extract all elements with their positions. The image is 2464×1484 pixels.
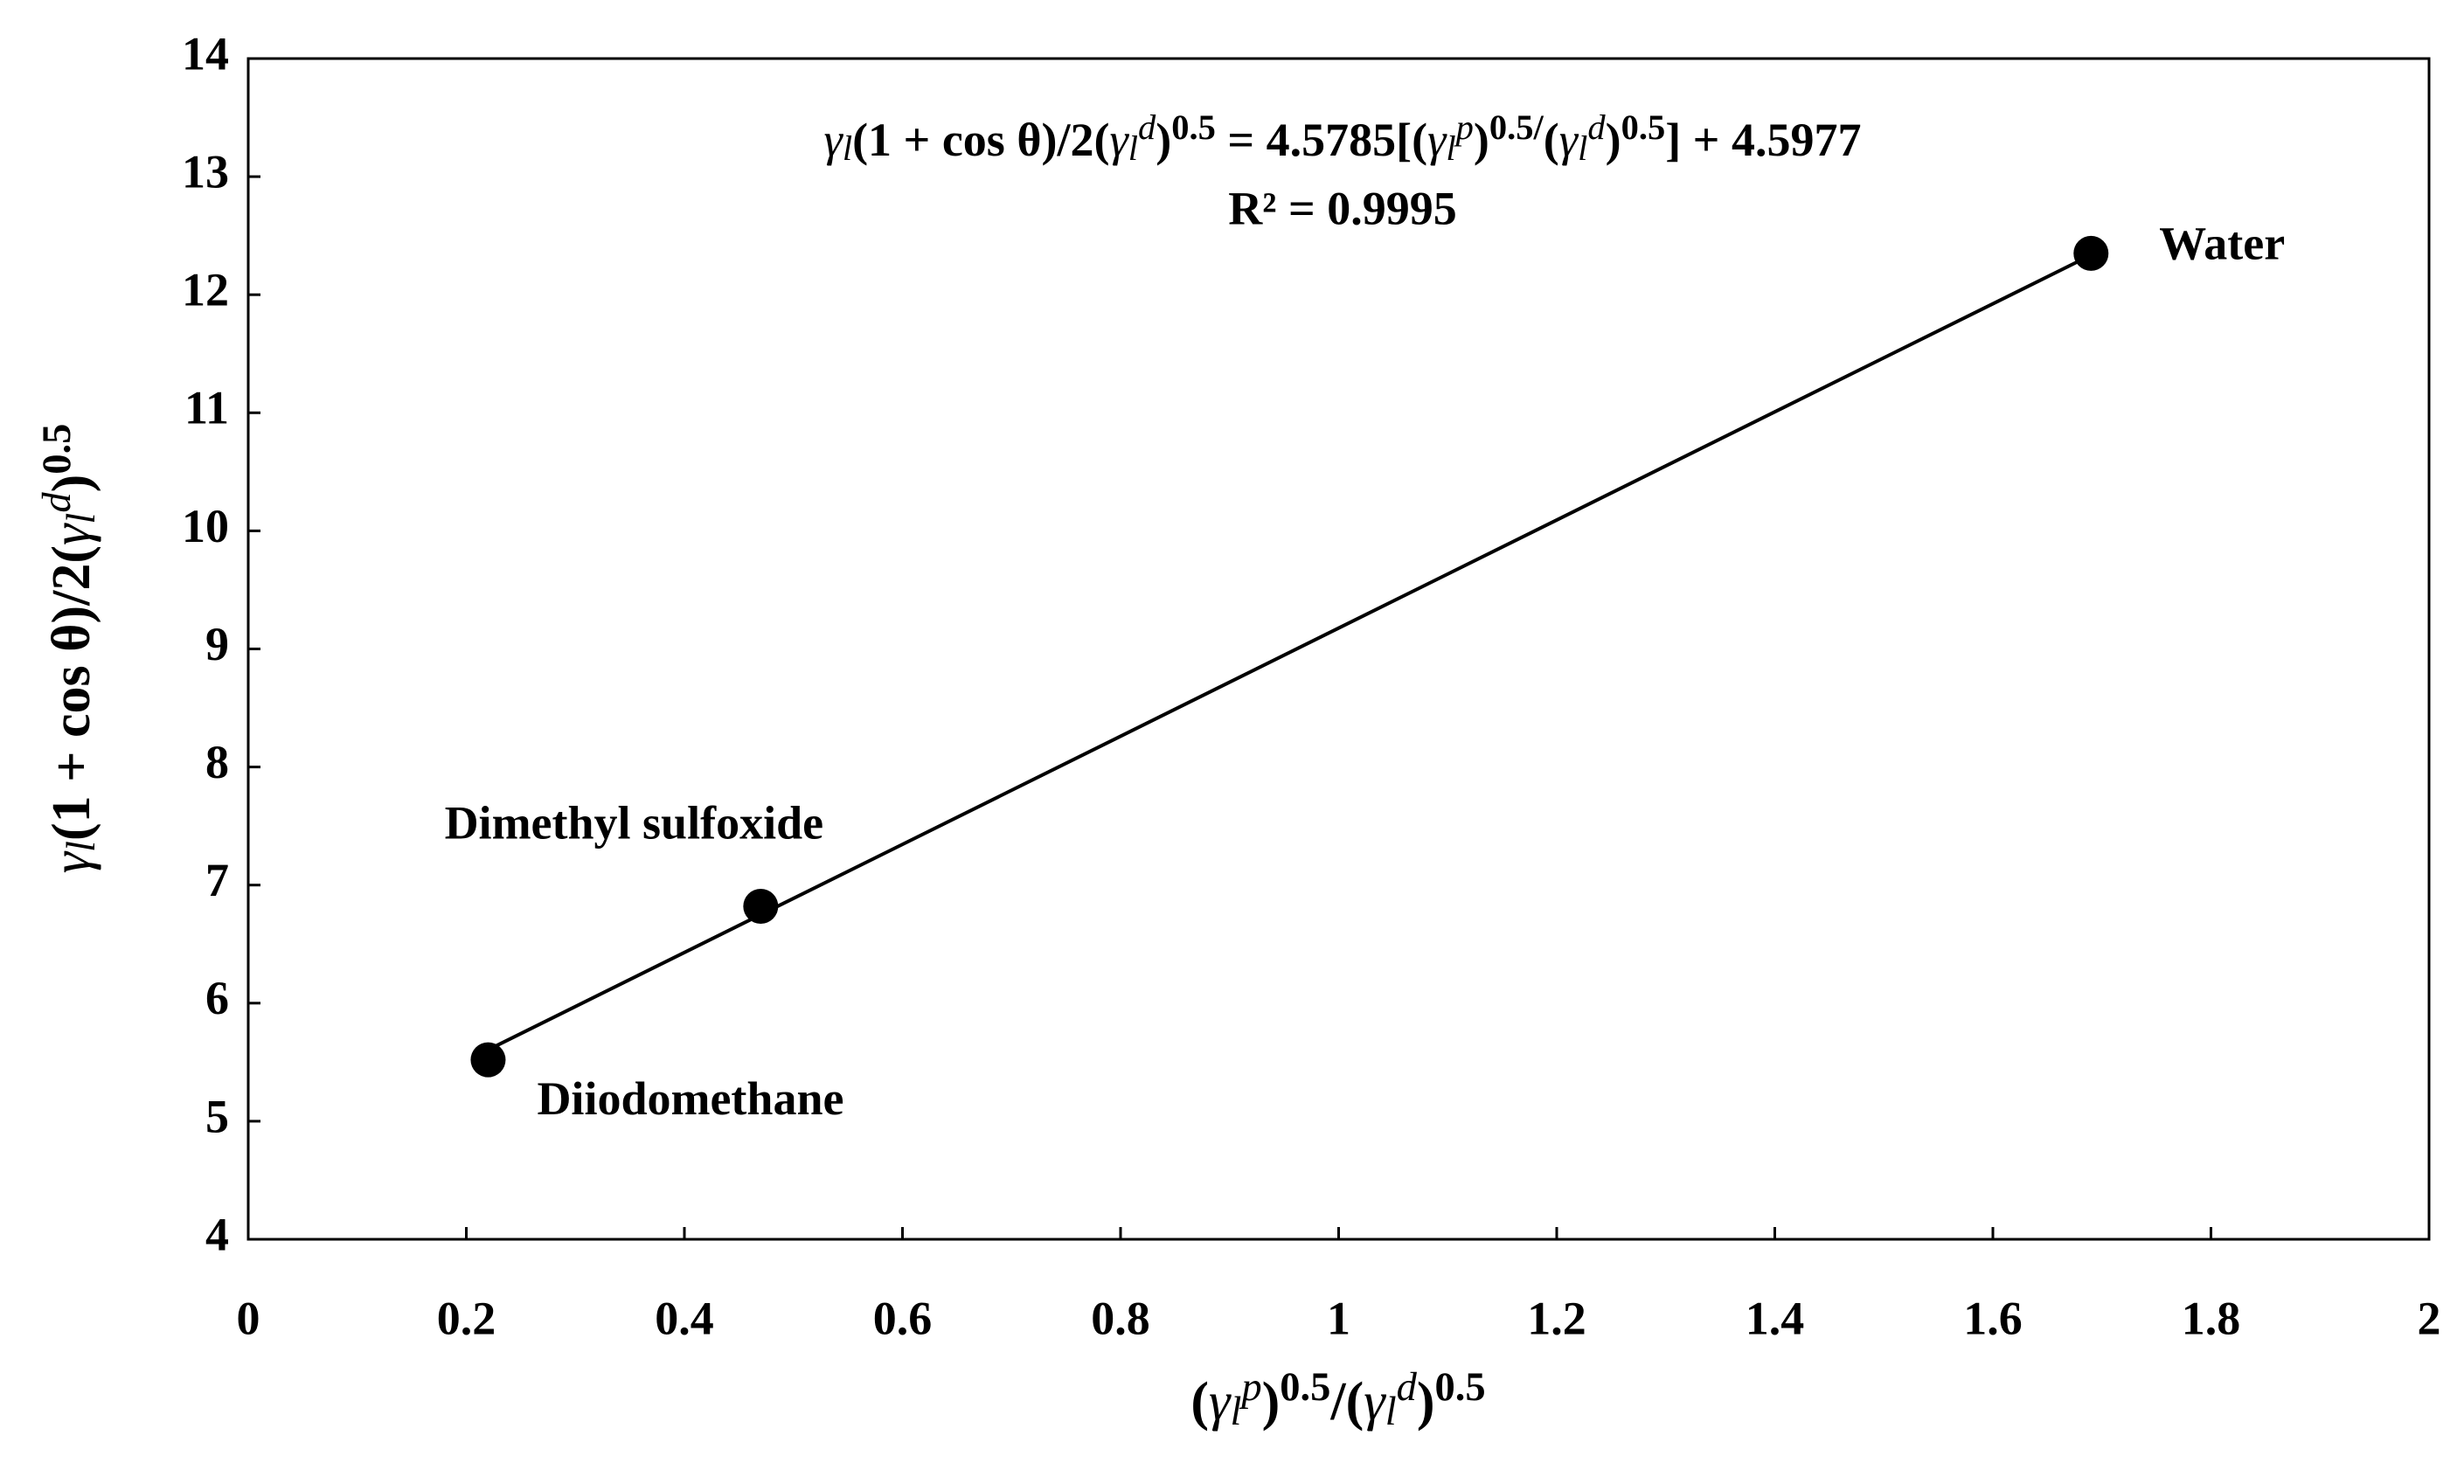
text-part: γ: [42, 850, 101, 873]
text-part: 0.5: [1435, 1365, 1486, 1410]
text-part: l: [1446, 128, 1455, 168]
text-part: ): [1417, 1372, 1435, 1432]
point-label: Dimethyl sulfoxide: [445, 796, 824, 849]
y-tick-label: 11: [184, 382, 229, 434]
text-part: d: [1587, 107, 1606, 147]
y-tick-label: 14: [182, 27, 229, 80]
y-tick-label: 8: [205, 736, 229, 788]
x-tick-label: 2: [2418, 1292, 2441, 1344]
text-part: ): [1262, 1372, 1281, 1432]
x-tick-label: 0.6: [873, 1292, 933, 1344]
text-part: p: [1239, 1365, 1261, 1410]
y-tick-label: 4: [205, 1208, 229, 1260]
point-label: Diiodomethane: [537, 1072, 843, 1125]
text-part: (: [1544, 114, 1559, 166]
text-part: 0.5/: [1489, 107, 1544, 147]
text-part: γ: [1427, 114, 1447, 166]
x-tick-label: 1.6: [1963, 1292, 2023, 1344]
text-part: (: [1190, 1372, 1209, 1432]
y-tick-label: 5: [205, 1090, 229, 1142]
text-part: l: [1578, 128, 1587, 168]
x-tick-label: 0.2: [437, 1292, 496, 1344]
text-part: 0.5: [1621, 107, 1666, 147]
text-part: l: [59, 513, 104, 524]
trendline-equation: γl(1 + cos θ)/2(γld)0.5 = 4.5785[(γlp)0.…: [824, 107, 1862, 169]
text-part: /(: [1329, 1372, 1364, 1432]
x-tick-label: 1.2: [1527, 1292, 1586, 1344]
text-part: (1 + cos θ)/2(: [42, 545, 101, 841]
x-tick-label: 0.8: [1091, 1292, 1150, 1344]
x-axis-label: (γlp)0.5/(γld)0.5: [1190, 1365, 1485, 1434]
point-label: Water: [2159, 217, 2285, 269]
x-tick-label: 0: [237, 1292, 260, 1344]
text-part: (1 + cos θ)/2(: [852, 114, 1109, 166]
y-tick-label: 10: [182, 500, 229, 552]
text-part: γ: [1209, 1372, 1232, 1432]
plot-frame: [246, 57, 2431, 1241]
trendline: [487, 253, 2093, 1051]
y-tick-label: 6: [205, 972, 229, 1024]
r-squared: R² = 0.9995: [1228, 182, 1456, 234]
data-point: [743, 889, 779, 925]
x-tick-label: 1.4: [1746, 1292, 1805, 1344]
text-part: l: [1230, 1390, 1241, 1434]
text-part: l: [59, 841, 104, 852]
text-part: = 4.5785[(: [1216, 114, 1427, 166]
text-part: d: [1397, 1365, 1418, 1410]
text-part: ): [42, 475, 101, 493]
text-part: γ: [824, 114, 844, 166]
text-part: 0.5: [35, 424, 80, 475]
text-part: l: [1385, 1390, 1397, 1434]
text-part: 0.5: [1171, 107, 1216, 147]
text-part: d: [1138, 107, 1156, 147]
text-part: 0.5: [1280, 1365, 1330, 1410]
text-part: ): [1606, 114, 1621, 166]
y-tick-label: 12: [182, 264, 229, 316]
data-point: [470, 1042, 506, 1078]
text-part: ): [1474, 114, 1489, 166]
text-part: p: [1454, 107, 1474, 147]
y-tick-label: 7: [205, 854, 229, 906]
y-tick-label: 13: [182, 145, 229, 198]
text-part: l: [843, 128, 852, 168]
text-part: ): [1156, 114, 1171, 166]
text-part: ] + 4.5977: [1665, 114, 1861, 166]
x-tick-label: 0.4: [655, 1292, 714, 1344]
text-part: γ: [1109, 114, 1129, 166]
text-part: d: [35, 492, 80, 513]
text-part: γ: [42, 523, 101, 545]
data-point: [2073, 235, 2109, 271]
x-tick-label: 1.8: [2182, 1292, 2241, 1344]
text-part: l: [1128, 128, 1138, 168]
text-part: γ: [1364, 1372, 1386, 1432]
y-tick-label: 9: [205, 618, 229, 670]
text-part: γ: [1559, 114, 1579, 166]
x-tick-label: 1: [1327, 1292, 1350, 1344]
y-axis-label: γl(1 + cos θ)/2(γld)0.5: [35, 424, 104, 874]
